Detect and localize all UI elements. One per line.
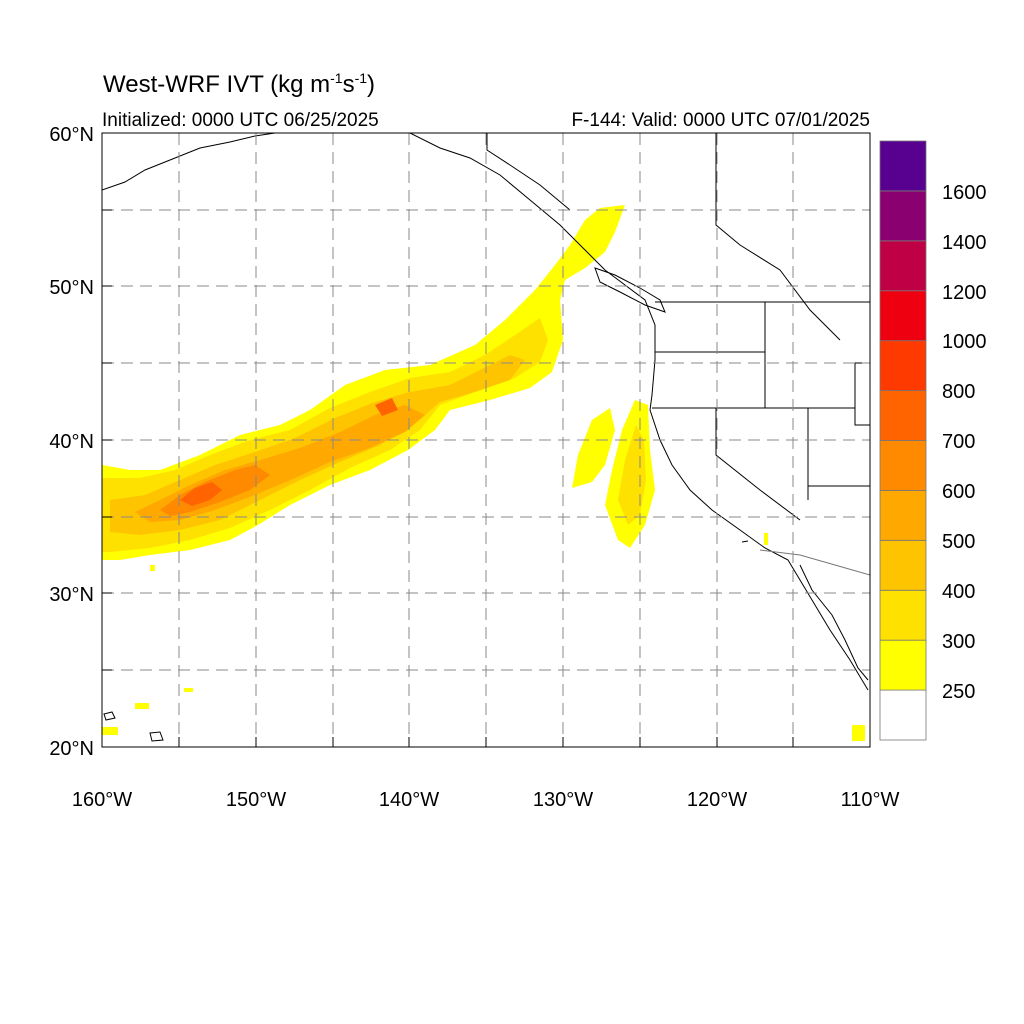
map-gridlines (102, 133, 870, 747)
colorbar-cell (879, 539, 927, 591)
colorbar-label: 1600 (942, 182, 987, 204)
ivt-contour-700 (180, 482, 222, 506)
us-mexico-border (759, 549, 870, 576)
colorbar-cell (879, 589, 927, 641)
hawaii-island (103, 711, 116, 721)
colorbar-cell (879, 639, 927, 691)
lon-label: 140°W (379, 789, 439, 811)
continental-divide (715, 133, 841, 341)
alaska-coast (102, 133, 276, 191)
ivt-plume-east-core (618, 425, 646, 525)
ivt-contour-700b (375, 398, 398, 416)
lat-label: 50°N (49, 277, 94, 299)
lat-label: 60°N (49, 124, 94, 146)
colorbar (879, 140, 927, 741)
colorbar-cell (879, 689, 927, 741)
ca-nv-border (715, 408, 801, 521)
axis-ticks (101, 132, 871, 748)
colorbar-label: 250 (942, 681, 975, 703)
colorbar-label: 600 (942, 481, 975, 503)
lon-label: 110°W (841, 789, 900, 811)
alaska-border (486, 133, 571, 211)
ivt-speck (852, 725, 865, 741)
lon-label: 120°W (687, 789, 747, 811)
colorbar-cell (879, 440, 927, 491)
valid-time-label: F-144: Valid: 0000 UTC 07/01/2025 (571, 110, 870, 131)
colorbar-label: 400 (942, 581, 975, 603)
map-title: West-WRF IVT (kg m-1s-1) (103, 70, 376, 98)
alaska-coast-south (409, 133, 576, 241)
hawaii-island2 (149, 731, 164, 742)
colorbar-label: 500 (942, 531, 975, 553)
ivt-speck (135, 703, 149, 709)
ivt-field (102, 205, 865, 741)
bc-coast (574, 239, 656, 411)
colorbar-labels: 1600 1400 1200 1000 800 700 600 500 400 … (942, 182, 987, 703)
ivt-speck (764, 533, 768, 545)
colorbar-label: 700 (942, 431, 975, 453)
colorbar-label: 1400 (942, 232, 987, 254)
ca-coast (649, 409, 869, 691)
coastlines (102, 133, 869, 742)
baja-gulf (799, 564, 869, 681)
colorbar-cell (879, 340, 927, 391)
lon-label: 160°W (72, 789, 132, 811)
lat-label: 30°N (49, 584, 94, 606)
initialized-label: Initialized: 0000 UTC 06/25/2025 (102, 110, 379, 131)
colorbar-label: 1000 (942, 331, 987, 353)
colorbar-cell (879, 240, 927, 292)
colorbar-cell (879, 390, 927, 441)
ivt-plume-west (572, 408, 615, 488)
ut-border (854, 362, 870, 426)
colorbar-cell (879, 190, 927, 242)
ivt-speck (102, 727, 118, 735)
ivt-speck (150, 565, 155, 571)
colorbar-cell (879, 140, 927, 192)
lon-label: 150°W (226, 789, 286, 811)
channel-island (741, 540, 749, 543)
colorbar-label: 300 (942, 631, 975, 653)
lon-label: 130°W (533, 789, 593, 811)
colorbar-label: 800 (942, 381, 975, 403)
ivt-speck (184, 688, 193, 692)
lat-label: 20°N (49, 738, 94, 760)
lon-axis-labels: 160°W 150°W 140°W 130°W 120°W 110°W (72, 789, 900, 811)
colorbar-label: 1200 (942, 282, 987, 304)
colorbar-cell (879, 290, 927, 342)
lat-label: 40°N (49, 431, 94, 453)
lat-axis-labels: 60°N 50°N 40°N 30°N 20°N (49, 124, 94, 760)
vancouver-island (594, 267, 666, 313)
colorbar-cell (879, 490, 927, 541)
